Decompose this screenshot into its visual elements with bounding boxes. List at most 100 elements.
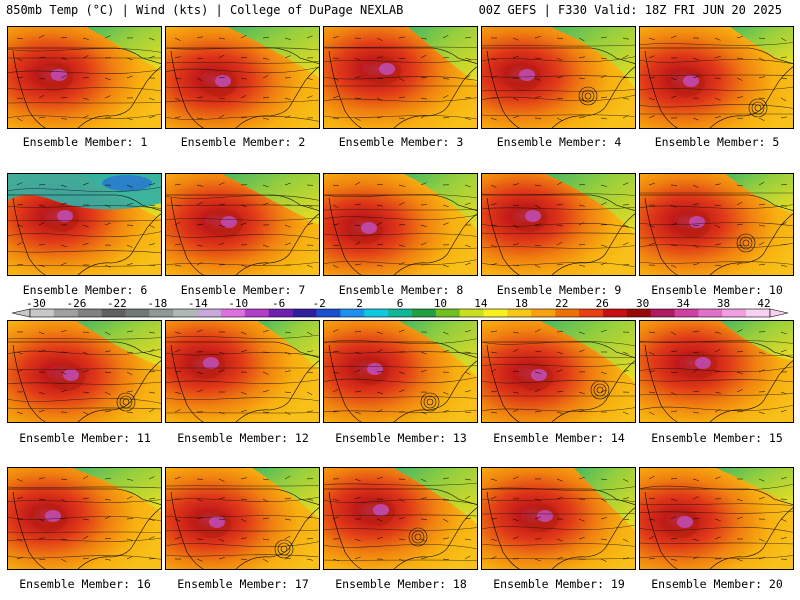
temperature-map [323,467,478,570]
ensemble-member-map-14 [481,320,636,423]
colorbar-swatch [722,309,747,317]
ensemble-member-map-17 [165,467,320,570]
colorbar-tick-label: 38 [717,297,730,310]
ensemble-member-map-10 [639,173,794,276]
colorbar-tick-label: 18 [515,297,528,310]
ensemble-member-map-18 [323,467,478,570]
ensemble-member-map-11 [7,320,162,423]
ensemble-member-map-13 [323,320,478,423]
temperature-map [165,173,320,276]
ensemble-member-label: Ensemble Member: 14 [493,431,625,445]
ensemble-member-label: Ensemble Member: 5 [654,135,780,149]
colorbar-tick-label: 42 [757,297,770,310]
ensemble-member-map-9 [481,173,636,276]
colorbar-tick-label: 34 [676,297,690,310]
temperature-map [7,320,162,423]
temperature-map [639,320,794,423]
ensemble-member-label: Ensemble Member: 11 [19,431,151,445]
temperature-map [7,26,162,129]
ensemble-member-map-19 [481,467,636,570]
temperature-map [481,26,636,129]
chart-title: 850mb Temp (°C) | Wind (kts) | College o… [6,3,404,17]
colorbar-swatch [149,309,174,317]
ensemble-member-map-20 [639,467,794,570]
temperature-map [323,26,478,129]
ensemble-member-label: Ensemble Member: 12 [177,431,309,445]
colorbar-swatch [435,309,460,317]
ensemble-member-label: Ensemble Member: 15 [651,431,783,445]
ensemble-member-map-5 [639,26,794,129]
colorbar-tick-label: 22 [555,297,568,310]
colorbar-swatch [244,309,270,317]
temperature-map [7,173,162,276]
ensemble-member-map-16 [7,467,162,570]
temperature-map [7,467,162,570]
temperature-map [165,467,320,570]
temperature-map [165,320,320,423]
colorbar-max-arrow [769,308,789,318]
colorbar-tick-label: 26 [596,297,609,310]
colorbar-tick-label: -18 [147,297,167,310]
ensemble-member-label: Ensemble Member: 1 [22,135,148,149]
temperature-map [639,173,794,276]
colorbar-swatch [626,309,651,317]
colorbar-swatch [268,309,293,317]
colorbar-swatch [555,309,580,317]
colorbar-swatch [220,309,246,317]
ensemble-member-label: Ensemble Member: 9 [496,283,622,297]
ensemble-member-map-12 [165,320,320,423]
colorbar-swatch [746,309,771,317]
ensemble-member-map-15 [639,320,794,423]
ensemble-member-label: Ensemble Member: 17 [177,577,309,591]
colorbar-tick-label: 30 [636,297,649,310]
colorbar-swatch [459,309,484,317]
colorbar-tick-label: -14 [188,297,208,310]
ensemble-member-label: Ensemble Member: 20 [651,577,783,591]
colorbar-tick-label: 6 [397,297,404,310]
colorbar-swatch [125,309,150,317]
colorbar-swatch [101,309,126,317]
ensemble-member-label: Ensemble Member: 19 [493,577,625,591]
temperature-map [481,467,636,570]
model-run-info: 00Z GEFS | F330 Valid: 18Z FRI JUN 20 20… [478,3,782,17]
colorbar-tick-label: -6 [272,297,285,310]
colorbar-swatch [197,309,222,317]
ensemble-member-label: Ensemble Member: 2 [180,135,306,149]
ensemble-member-map-8 [323,173,478,276]
ensemble-member-map-7 [165,173,320,276]
colorbar-swatch [602,309,628,317]
colorbar-swatch [411,309,437,317]
ensemble-member-map-4 [481,26,636,129]
colorbar-swatch [77,309,102,317]
temperature-map [323,173,478,276]
colorbar-swatch [30,309,55,317]
ensemble-member-map-1 [7,26,162,129]
ensemble-member-label: Ensemble Member: 7 [180,283,306,297]
colorbar-swatch [483,309,508,317]
temperature-map [481,173,636,276]
colorbar-tick-label: -2 [312,297,325,310]
colorbar-swatch [388,309,413,317]
colorbar-tick-label: 10 [434,297,447,310]
colorbar-tick-label: -10 [228,297,248,310]
colorbar-swatch [364,309,389,317]
ensemble-member-label: Ensemble Member: 16 [19,577,151,591]
temperature-map [323,320,478,423]
temperature-map [481,320,636,423]
colorbar-tick-label: 14 [474,297,488,310]
temperature-map [165,26,320,129]
ensemble-member-label: Ensemble Member: 8 [338,283,464,297]
colorbar-tick-label: -26 [67,297,87,310]
ensemble-member-label: Ensemble Member: 3 [338,135,464,149]
colorbar-min-arrow [11,308,31,318]
colorbar-swatch [579,309,604,317]
ensemble-member-label: Ensemble Member: 13 [335,431,467,445]
colorbar-swatch [173,309,198,317]
ensemble-member-label: Ensemble Member: 4 [496,135,622,149]
colorbar-tick-label: -22 [107,297,127,310]
ensemble-member-map-6 [7,173,162,276]
colorbar-swatch [650,309,675,317]
colorbar-swatch [292,309,317,317]
colorbar-swatch [316,309,341,317]
temperature-map [639,467,794,570]
